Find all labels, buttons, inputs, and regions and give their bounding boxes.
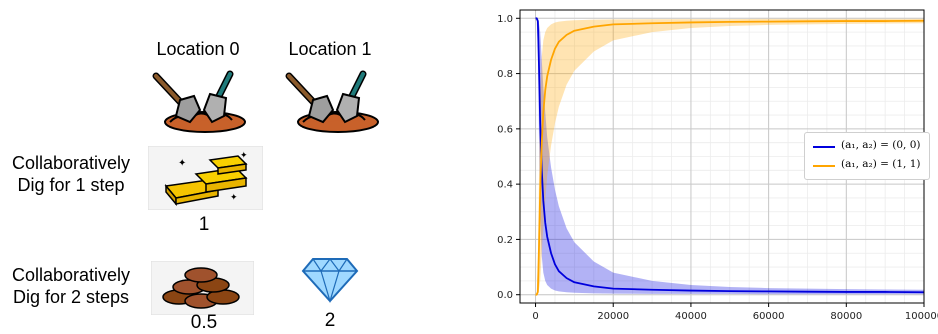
- x-tick-label: 20000: [597, 311, 629, 322]
- shovels-digging-icon: [285, 70, 379, 133]
- coins-reward: 0.5: [190, 312, 218, 333]
- series-line-2: [535, 19, 925, 296]
- chart-legend: (a₁, a₂) = (0, 0) (a₁, a₂) = (1, 1): [804, 132, 930, 180]
- x-tick-label: 0: [532, 311, 538, 322]
- confidence-band-series-1: [535, 18, 924, 295]
- svg-text:✦: ✦: [230, 193, 238, 203]
- row-2-label-line2: Dig for 2 steps: [12, 287, 130, 307]
- x-tick-label: 40000: [675, 311, 707, 322]
- y-tick-label: 0.4: [497, 180, 513, 191]
- legend-line-series-2: [813, 165, 835, 167]
- row-2-label-line1: Collaboratively: [11, 265, 131, 285]
- y-tick-label: 0.6: [497, 124, 513, 135]
- diamond-reward: 2: [324, 310, 336, 331]
- coins-pile-icon: [151, 261, 254, 315]
- row-1-label-line2: Dig for 1 step: [17, 175, 125, 195]
- shovels-digging-icon: [152, 70, 246, 133]
- confidence-band-series-2: [535, 18, 924, 295]
- gold-reward: 1: [198, 214, 210, 235]
- location-1-title: Location 1: [288, 39, 372, 59]
- gold-bars-icon: ✦ ✦ ✦: [148, 146, 263, 210]
- y-tick-label: 0.2: [497, 235, 513, 246]
- x-tick-label: 60000: [753, 311, 785, 322]
- row-1-label-line1: Collaboratively: [11, 153, 131, 173]
- y-tick-label: 0.8: [497, 69, 513, 80]
- svg-text:✦: ✦: [178, 158, 186, 169]
- location-0-title: Location 0: [156, 39, 240, 59]
- confidence-bands: [535, 18, 924, 295]
- row-2-label: Collaboratively Dig for 2 steps: [0, 264, 142, 308]
- diamond-icon: [301, 258, 359, 304]
- series-line-1: [535, 17, 925, 294]
- y-tick-label: 1.0: [497, 14, 513, 25]
- svg-text:✦: ✦: [240, 151, 248, 161]
- legend-label-series-2: (a₁, a₂) = (1, 1): [841, 158, 921, 170]
- legend-line-series-1: [813, 146, 835, 148]
- x-tick-label: 80000: [830, 311, 862, 322]
- y-tick-label: 0.0: [497, 290, 513, 301]
- series-lines: [535, 17, 925, 296]
- legend-label-series-1: (a₁, a₂) = (0, 0): [841, 139, 921, 151]
- row-1-label: Collaboratively Dig for 1 step: [0, 152, 142, 196]
